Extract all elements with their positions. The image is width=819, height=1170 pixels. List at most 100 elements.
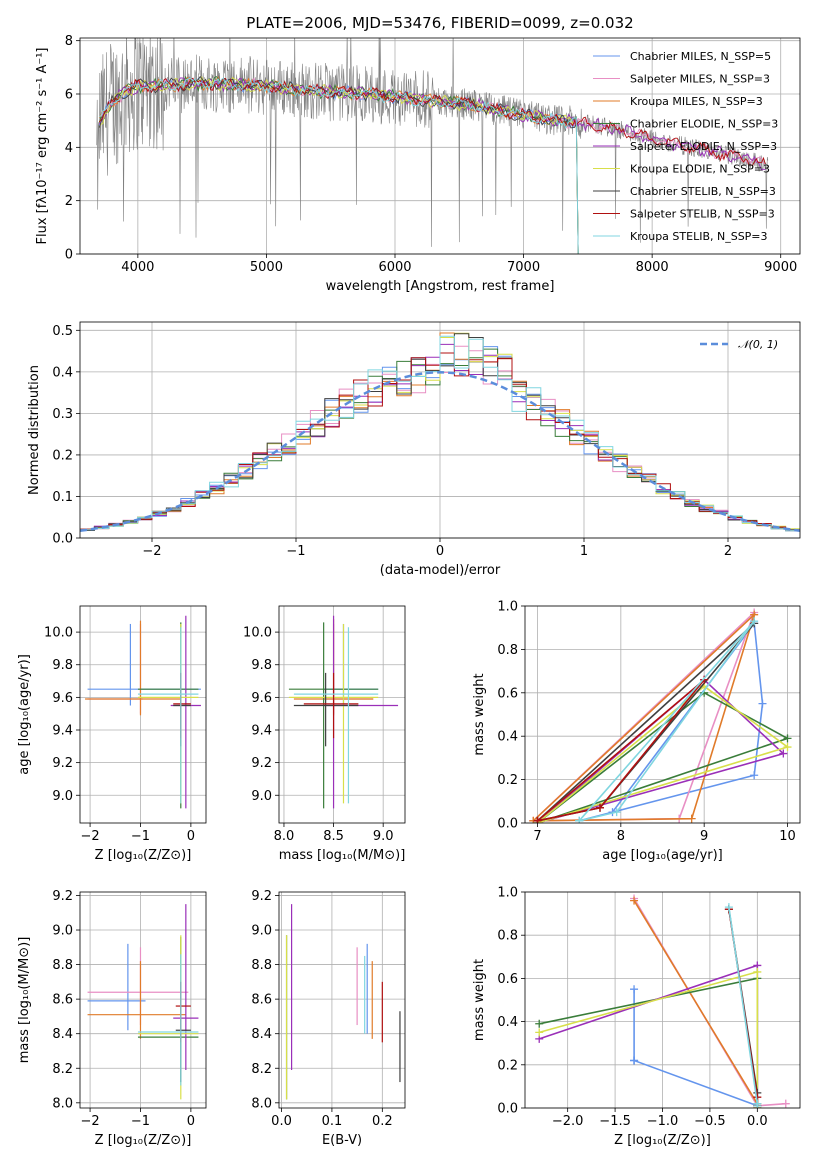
normal-curve — [80, 371, 800, 532]
chart-title: PLATE=2006, MJD=53476, FIBERID=0099, z=0… — [246, 14, 633, 32]
y-tick-label: 9.6 — [251, 691, 272, 706]
series-line-2 — [633, 900, 759, 1108]
y-tick-label: 9.0 — [251, 789, 272, 804]
y-tick-label: 9.0 — [52, 789, 73, 804]
panel-weight-vs-age: 7 8 9 10 0.0 0.2 0.4 0.6 0.8 1.0 age [log₁₀(age/yr… — [472, 600, 801, 863]
y-tick-label: 9.0 — [52, 924, 73, 939]
x-tick-label: −2 — [80, 1114, 99, 1129]
x-tick-label: 2 — [724, 544, 732, 559]
series-line-8 — [578, 620, 755, 822]
series-marker — [758, 699, 767, 708]
panel-age-vs-mass: 8.0 8.5 9.0 9.0 9.2 9.4 9.6 9.8 10.0 mass [log₁₀(… — [243, 605, 406, 863]
y-tick-label: 8.0 — [52, 1096, 73, 1111]
axes-frame — [79, 321, 801, 539]
panel-spectrum: 4000 5000 6000 7000 8000 9000 0 2 4 6 8 wavelength … — [35, 14, 801, 294]
x-tick-label: −2 — [80, 829, 99, 844]
errorbar-point — [85, 620, 181, 716]
series-marker — [753, 1101, 762, 1108]
y-tick-label: 8.2 — [52, 1062, 73, 1077]
x-tick-label: −2 — [142, 544, 161, 559]
y-tick-label: 8.8 — [251, 958, 272, 973]
legend-entry: Kroupa ELODIE, N_SSP=3 — [630, 163, 770, 176]
y-tick-label: 9.8 — [251, 658, 272, 673]
errorbar-point — [173, 904, 199, 1070]
y-tick-label: 9.0 — [251, 924, 272, 939]
axes-frame — [278, 605, 406, 824]
legend-entry: Kroupa STELIB, N_SSP=3 — [630, 230, 768, 243]
legend-entry: Salpeter ELODIE, N_SSP=3 — [630, 140, 777, 153]
x-tick-label: −1 — [131, 1114, 150, 1129]
x-tick-label: 0.0 — [747, 1114, 768, 1129]
plot-area — [87, 904, 199, 1100]
y-tick-label: 9.2 — [52, 756, 73, 771]
errorbar-point — [87, 943, 146, 1031]
errorbar-point — [323, 615, 399, 809]
legend-entry: Chabrier MILES, N_SSP=5 — [630, 50, 771, 63]
y-tick-label: 2 — [65, 194, 73, 209]
y-tick-label: 9.2 — [251, 756, 272, 771]
errorbar-point — [137, 623, 199, 804]
y-tick-label: 0 — [65, 248, 73, 263]
x-axis-label: mass [log₁₀(M/M⊙)] — [279, 848, 406, 863]
panel-mass-vs-ebv: 0.0 0.1 0.2 8.0 8.2 8.4 8.6 8.8 9.0 9.2 E(B-V) — [251, 889, 406, 1148]
legend-entry: Kroupa MILES, N_SSP=3 — [630, 95, 763, 108]
y-tick-label: 0.2 — [497, 1058, 518, 1073]
axes-frame — [79, 891, 207, 1109]
y-tick-label: 9.2 — [251, 889, 272, 904]
panel-mass-vs-Z: −2 −1 0 8.0 8.2 8.4 8.6 8.8 9.0 9.2 Z [log₁₀(Z/Z⊙)… — [17, 889, 207, 1148]
x-tick-label: 9 — [700, 829, 708, 844]
y-tick-label: 6 — [65, 88, 73, 103]
y-tick-label: 10.0 — [44, 626, 73, 641]
series-line-0 — [633, 989, 758, 1107]
x-axis-label: wavelength [Angstrom, rest frame] — [326, 279, 555, 294]
x-tick-label: −1.0 — [647, 1114, 679, 1129]
series-marker — [779, 749, 788, 758]
y-tick-label: 4 — [65, 141, 73, 156]
x-axis-label: Z [log₁₀(Z/Z⊙)] — [95, 848, 192, 863]
series-marker — [781, 1099, 790, 1108]
y-tick-label: 8.2 — [251, 1062, 272, 1077]
plot-area — [529, 608, 792, 823]
legend-entry: Chabrier STELIB, N_SSP=3 — [630, 185, 776, 198]
x-tick-label: 7 — [533, 829, 541, 844]
series-line-5 — [538, 970, 759, 1108]
y-tick-label: 0.4 — [52, 365, 73, 380]
series-marker — [630, 1056, 639, 1065]
panel-residuals: −2 −1 0 1 2 0.0 0.1 0.2 0.3 0.4 0.5 (data-model)/er… — [27, 321, 801, 578]
data-spectrum-line — [96, 38, 769, 247]
grid — [279, 606, 405, 823]
axes-frame — [278, 891, 406, 1109]
x-tick-label: −1.5 — [599, 1114, 631, 1129]
x-tick-label: −0.5 — [694, 1114, 726, 1129]
y-tick-label: 9.2 — [52, 889, 73, 904]
errorbar-point — [303, 672, 359, 739]
x-tick-label: −2.0 — [552, 1114, 584, 1129]
x-tick-label: −1 — [286, 544, 305, 559]
series-line-7 — [536, 679, 705, 822]
panel-weight-vs-Z: −2.0 −1.5 −1.0 −0.5 0.0 0.0 0.2 0.4 0.6 0.8 1.0 Z [… — [472, 886, 801, 1148]
x-tick-label: 1 — [580, 544, 588, 559]
y-tick-label: 0.6 — [497, 972, 518, 987]
x-tick-label: 0 — [436, 544, 444, 559]
x-tick-label: 8.0 — [274, 829, 295, 844]
axes-frame — [524, 891, 801, 1109]
y-tick-label: 8.8 — [52, 958, 73, 973]
x-tick-label: 9000 — [764, 260, 797, 275]
series-marker — [596, 803, 604, 812]
y-axis-label: mass [log₁₀(M/M⊙)] — [17, 937, 32, 1064]
series-marker — [630, 985, 639, 994]
x-tick-label: 0.1 — [322, 1114, 343, 1129]
series-marker — [630, 896, 639, 905]
grid — [80, 606, 206, 823]
errorbar-point — [137, 622, 199, 809]
errorbar-point — [87, 961, 186, 1039]
legend-entry: 𝒩(0, 1) — [738, 338, 778, 351]
x-tick-label: 8.5 — [323, 829, 344, 844]
plot-area — [285, 904, 401, 1100]
series-marker — [612, 808, 621, 817]
histogram-8 — [80, 335, 800, 531]
series-marker — [753, 967, 762, 976]
y-tick-label: 0.0 — [497, 1102, 518, 1117]
y-tick-label: 9.4 — [251, 724, 272, 739]
legend-entry: Chabrier ELODIE, N_SSP=3 — [630, 118, 778, 131]
